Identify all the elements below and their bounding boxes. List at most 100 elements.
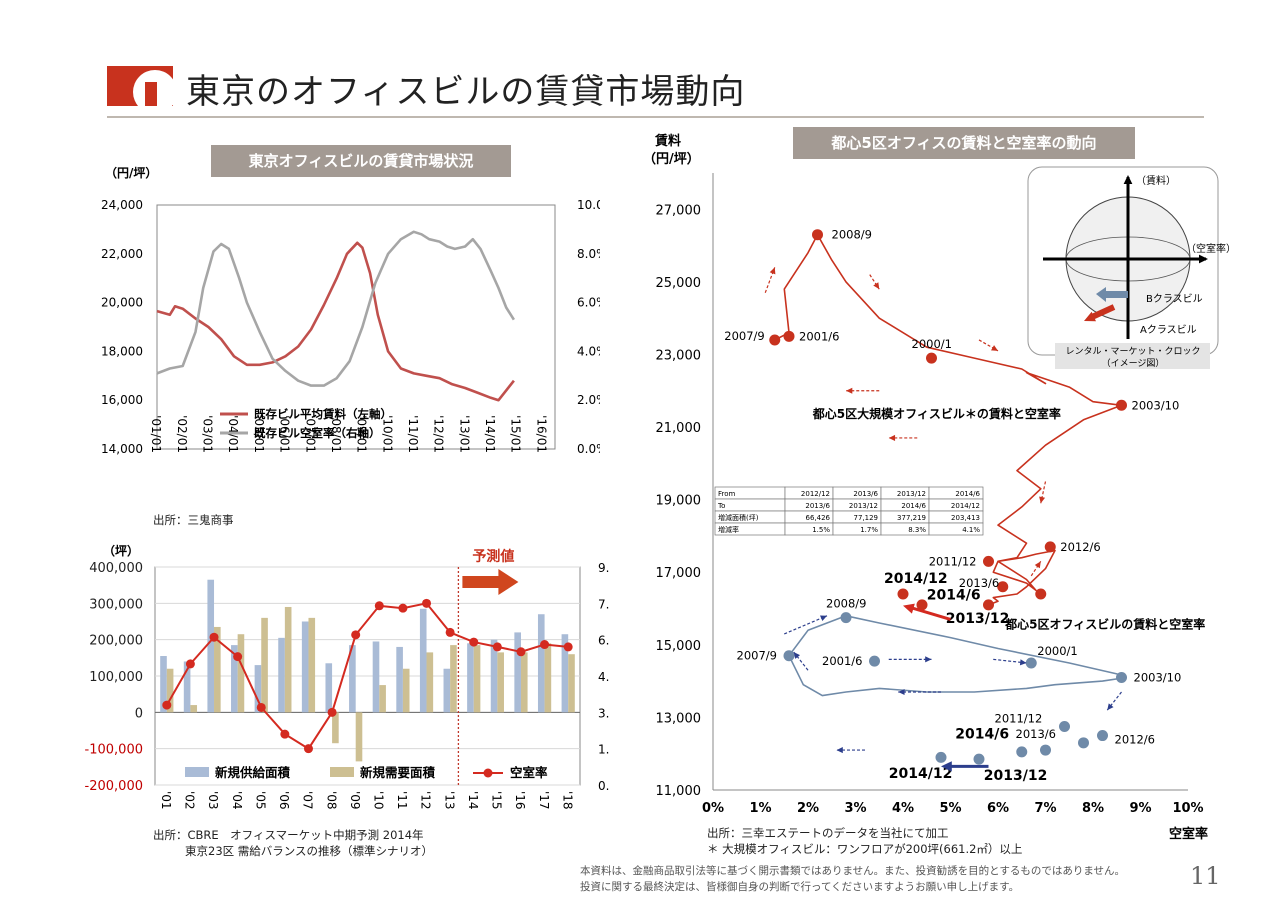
table-cell-text: 2014/6 <box>901 502 926 510</box>
clock-a-label: Aクラスビル <box>1140 324 1197 336</box>
legend-label: 空室率 <box>510 765 548 780</box>
table-cell-text: To <box>717 502 725 510</box>
chart1-source: 出所：三鬼商事 <box>153 513 234 527</box>
data-point <box>935 751 947 763</box>
data-point <box>1035 588 1047 600</box>
data-point <box>1116 671 1127 683</box>
table-cell-text: 2013/6 <box>805 502 830 510</box>
trend-arrowhead <box>846 387 853 394</box>
y-tick-label: 13,000 <box>656 711 702 726</box>
point-label: 2001/6 <box>799 329 839 343</box>
clock-caption-bg <box>1055 343 1210 369</box>
right-tick-label: 3.0% <box>598 706 610 720</box>
data-point <box>869 655 880 667</box>
x-axis-label: 空室率 <box>1169 826 1208 842</box>
vacancy-point <box>445 627 455 637</box>
table-cell-text: 2013/12 <box>897 490 926 498</box>
x-tick-label: '09 <box>348 791 362 810</box>
x-tick-label: '11 <box>395 791 409 810</box>
series-label: 都心5区大規模オフィスビル＊の賃料と空室率 <box>812 406 1061 421</box>
right-tick-label: 6.0% <box>577 296 600 310</box>
y-tick-label: 27,000 <box>656 203 702 218</box>
chart2-source-line1: 出所：CBRE オフィスマーケット中期予測 2014年 <box>153 828 424 842</box>
legend-label: 新規供給面積 <box>215 765 291 780</box>
trend-arrow <box>869 274 880 290</box>
supply-bar <box>160 656 167 713</box>
chart3-source-line1: 出所：三幸エステートのデータを当社にて加工 <box>707 826 949 840</box>
x-tick-label: '12 <box>419 791 433 810</box>
left-tick-label: 24,000 <box>101 198 143 212</box>
data-point <box>1097 730 1108 742</box>
x-tick-label: '05/01 <box>252 415 266 453</box>
point-label: 2013/6 <box>959 576 999 590</box>
point-label: 2003/10 <box>1134 670 1182 684</box>
forecast-label: 予測値 <box>472 548 514 565</box>
table-cell-text: 1.7% <box>860 526 878 534</box>
demand-bar <box>473 645 481 713</box>
trend-arrowhead <box>820 615 827 622</box>
point-label: 2011/12 <box>929 554 977 568</box>
red-2013-12-label: 2013/12 <box>946 611 1010 627</box>
table-cell-text: 77,129 <box>854 514 879 522</box>
y-tick-label: 21,000 <box>656 421 702 436</box>
trend-arrowhead <box>898 688 905 696</box>
data-point <box>983 599 994 611</box>
x-tick-label: '08/01 <box>329 415 343 453</box>
legend-label: 既存ビル空室率（右軸） <box>254 426 381 440</box>
left-tick-label: 100,000 <box>89 670 143 685</box>
disclaimer-line1: 本資料は、金融商品取引法等に基づく開示書類ではありません。また、投資勧誘を目的と… <box>580 865 1126 877</box>
table-cell-text: 増減面積(坪) <box>718 513 759 522</box>
legend-swatch <box>185 767 209 777</box>
vacancy-point <box>209 632 219 642</box>
clock-b-arrow <box>1106 291 1128 298</box>
x-tick-label: '08 <box>324 791 338 810</box>
left-tick-label: 22,000 <box>101 247 143 261</box>
x-tick-label: '03/01 <box>201 415 215 453</box>
supply-bar <box>325 663 333 713</box>
clock-b-arrowhead <box>1096 287 1106 302</box>
x-tick-label: '14 <box>466 791 480 810</box>
data-point <box>1040 744 1051 756</box>
table-cell-text: 377,219 <box>897 514 926 522</box>
point-label: 2012/6 <box>1115 733 1155 747</box>
x-tick-label: '13 <box>442 791 456 810</box>
x-tick-label: '16 <box>513 791 527 810</box>
legend-swatch <box>483 768 493 778</box>
trend-arrow <box>1040 481 1047 504</box>
chart2-source-line2: 東京23区 需給バランスの推移（標準シナリオ） <box>185 844 434 858</box>
data-point <box>983 555 994 567</box>
y-tick-label: 11,000 <box>656 784 702 799</box>
demand-bar <box>190 705 198 713</box>
clock-y-label: （賃料） <box>1136 174 1176 187</box>
point-label: 2001/6 <box>822 654 862 668</box>
clock-caption-line2: （イメージ図） <box>1102 358 1165 369</box>
x-tick-label: '12/01 <box>432 415 446 453</box>
point-label: 2013/6 <box>1016 727 1056 741</box>
disclaimer-line2: 投資に関する最終決定は、皆様御自身の判断で行ってくださいますようお願い申し上げま… <box>580 881 1020 893</box>
table-cell-text: 1.5% <box>812 526 830 534</box>
vacancy-point <box>516 647 526 657</box>
trend-arrow <box>978 339 999 352</box>
x-tick-label: 2% <box>797 801 819 816</box>
chart3-source-line2: ＊ 大規模オフィスビル：ワンフロアが200坪(661.2㎡）以上 <box>707 842 1023 856</box>
x-tick-label: '03 <box>206 791 220 810</box>
trend-arrow <box>784 615 828 635</box>
trend-arrowhead <box>1034 561 1041 569</box>
right-tick-label: 8.0% <box>577 247 600 261</box>
table-cell-text: 2013/6 <box>853 490 878 498</box>
left-tick-label: 16,000 <box>101 393 143 407</box>
data-point <box>916 599 928 611</box>
chart3-title: 都心5区オフィスの賃料と空室率の動向 <box>793 127 1135 159</box>
clock-y-arrowhead <box>1123 175 1133 185</box>
demand-bar <box>568 654 575 713</box>
clock-x-arrowhead <box>1198 254 1208 264</box>
all-office-path <box>788 614 1128 697</box>
x-tick-label: '05 <box>253 791 267 810</box>
supply-bar <box>419 608 427 713</box>
vacancy-point <box>233 652 243 662</box>
vacancy-point <box>327 707 337 717</box>
data-point <box>1044 541 1056 553</box>
right-tick-label: 0.0% <box>577 442 600 456</box>
disclaimer: 本資料は、金融商品取引法等に基づく開示書類ではありません。また、投資勧誘を目的と… <box>580 863 1125 895</box>
supply-bar <box>490 639 498 713</box>
